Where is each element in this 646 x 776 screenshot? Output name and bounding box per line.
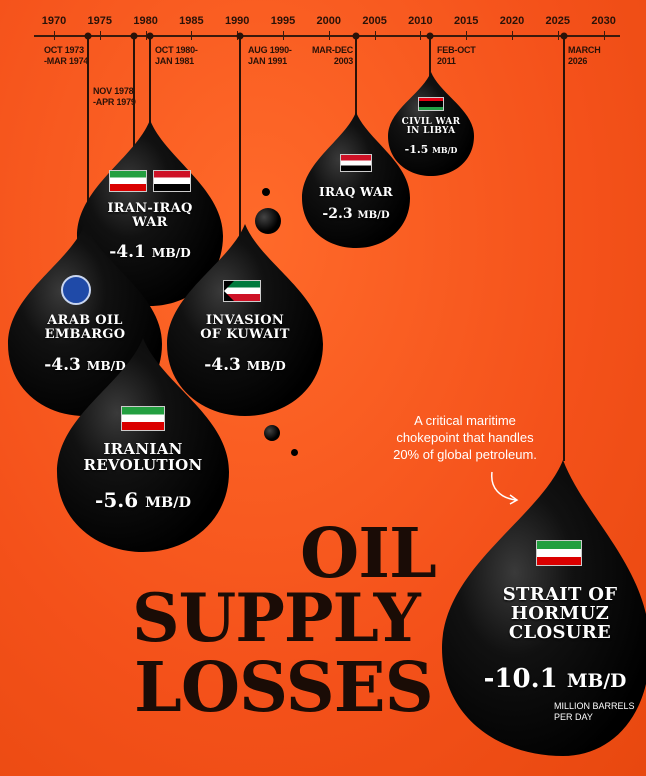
drop-invasion-of-kuwait: INVASION OF KUWAIT -4.3 MB/D [165, 222, 325, 418]
iran-flag-icon [536, 540, 582, 566]
year-tick [191, 31, 193, 40]
title-line-1: OIL [300, 514, 437, 594]
year-tick [603, 31, 605, 40]
year-tick [557, 31, 559, 40]
drop-value: -4.1 MB/D [109, 242, 191, 262]
year-tick-label: 1995 [270, 15, 296, 27]
drop-strait-of-hormuz: STRAIT OF HORMUZ CLOSURE -10.1 MB/D MILLIO… [440, 458, 646, 758]
year-tick [512, 31, 513, 40]
droplet [255, 208, 281, 234]
drip-string [429, 36, 431, 76]
event-label-1973: OCT 1973 -MAR 1974 [44, 45, 89, 66]
year-tick-label: 1980 [133, 15, 158, 27]
timeline-axis [34, 35, 620, 37]
drip-string [149, 36, 151, 126]
drop-libya-civil-war: CIVIL WAR IN LIBYA -1.5 MB/D [386, 70, 476, 178]
title-line-2: SUPPLY [132, 579, 421, 657]
year-tick-label: 2030 [591, 15, 616, 27]
droplet [262, 188, 270, 196]
iraq-flag-icon [340, 154, 372, 172]
drop-value: -4.3 MB/D [204, 355, 286, 375]
iran-flag-icon [109, 170, 147, 192]
hormuz-annotation: A critical maritime chokepoint that handl… [393, 413, 537, 462]
event-label-1990: AUG 1990- JAN 1991 [248, 45, 292, 66]
drop-label: ARAB OIL EMBARGO [44, 313, 126, 342]
drip-string [355, 36, 357, 116]
droplet [264, 425, 280, 441]
drop-iraq-war: IRAQ WAR -2.3 MB/D [300, 110, 412, 250]
event-label-1978: NOV 1978 -APR 1979 [93, 86, 136, 107]
drop-label: IRAN-IRAQ WAR [107, 201, 193, 230]
libya-flag-icon [418, 97, 444, 111]
event-label-2003: MAR-DEC 2003 [312, 45, 354, 66]
year-tick [420, 31, 422, 40]
drip-string [563, 36, 565, 461]
drop-value: -10.1 MB/D [483, 664, 627, 694]
year-tick-label: 2000 [316, 15, 342, 27]
year-tick-label: 1975 [87, 15, 113, 27]
year-tick-label: 2025 [545, 15, 571, 27]
opec-logo-icon [61, 275, 91, 305]
drop-value: -4.3 MB/D [44, 355, 126, 375]
title-line-3: LOSSES [134, 648, 434, 728]
drop-value: -2.3 MB/D [322, 206, 390, 222]
year-tick [328, 31, 330, 40]
drop-label: INVASION OF KUWAIT [200, 313, 290, 342]
annotation-arrow-icon [491, 471, 519, 505]
year-tick [99, 31, 101, 40]
year-tick [145, 31, 147, 40]
year-tick-label: 2010 [408, 15, 433, 27]
year-tick [54, 31, 55, 40]
event-label-1980: OCT 1980- JAN 1981 [155, 45, 198, 66]
drop-value: -1.5 MB/D [404, 143, 458, 156]
year-tick-label: 2015 [453, 15, 479, 27]
year-tick [374, 31, 376, 40]
kuwait-flag-icon [223, 280, 261, 302]
drop-label: STRAIT OF HORMUZ CLOSURE [502, 584, 618, 643]
year-tick-label: 2020 [499, 15, 525, 27]
drop-label: IRANIAN REVOLUTION [83, 440, 203, 474]
year-tick [466, 31, 468, 40]
iran-flag-icon [121, 406, 165, 431]
event-label-2011: FEB-OCT 2011 [437, 45, 476, 66]
drop-label: IRAQ WAR [319, 185, 393, 199]
drip-string [87, 36, 89, 236]
iraq-flag-icon [153, 170, 191, 192]
event-label-2026: MARCH 2026 [568, 45, 601, 66]
drop-value: -5.6 MB/D [95, 488, 191, 512]
year-tick-label: 1985 [179, 15, 204, 27]
year-tick [283, 31, 284, 40]
drop-arab-oil-embargo: ARAB OIL EMBARGO -4.3 MB/D [6, 222, 164, 418]
drop-label: CIVIL WAR IN LIBYA [401, 117, 461, 137]
drip-string [239, 36, 241, 236]
unit-note: MILLION BARRELS PER DAY [554, 701, 635, 722]
drop-iranian-revolution: IRANIAN REVOLUTION -5.6 MB/D [55, 336, 231, 554]
drop-iran-iraq-war: IRAN-IRAQ WAR -4.1 MB/D [75, 118, 225, 308]
year-tick-label: 1970 [41, 15, 67, 27]
year-tick-label: 2005 [362, 15, 387, 27]
drip-string [133, 36, 135, 166]
droplet [291, 449, 298, 456]
year-tick-label: 1990 [224, 15, 250, 27]
